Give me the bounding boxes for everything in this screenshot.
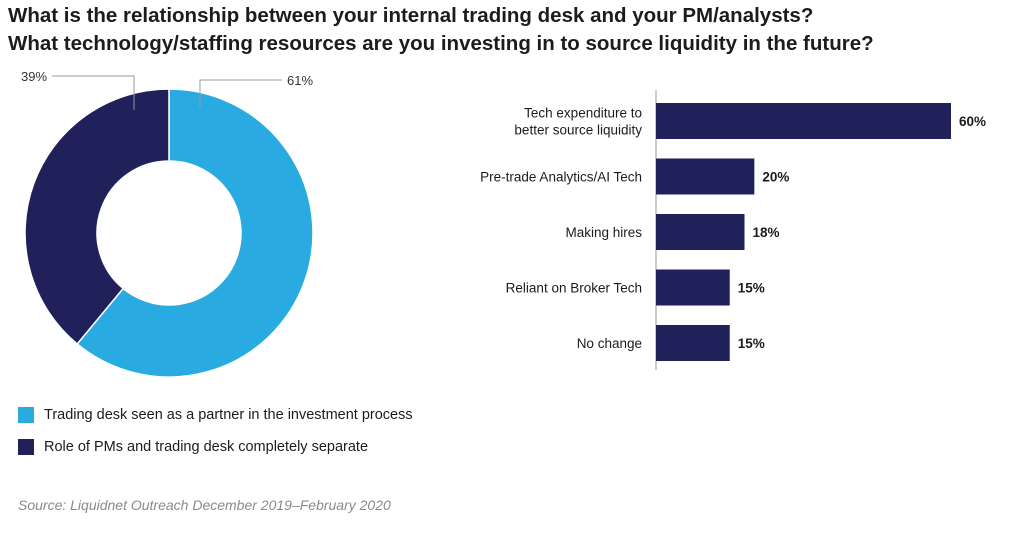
chart-title: What is the relationship between your in… bbox=[8, 2, 1008, 58]
legend-label-separate: Role of PMs and trading desk completely … bbox=[44, 439, 369, 455]
legend-swatch-partner bbox=[18, 407, 34, 423]
bar-category-label-3: Reliant on Broker Tech bbox=[506, 281, 642, 296]
bar-1 bbox=[656, 158, 755, 195]
legend-item-partner: Trading desk seen as a partner in the in… bbox=[18, 405, 413, 425]
bar-value-label-0: 60% bbox=[959, 114, 986, 129]
leader-line-39 bbox=[52, 75, 135, 110]
bar-category-label-4: No change bbox=[577, 336, 642, 351]
bar-value-label-3: 15% bbox=[738, 281, 765, 296]
leader-line-61 bbox=[199, 79, 282, 108]
bar-4 bbox=[656, 325, 730, 361]
bar-value-label-4: 15% bbox=[738, 336, 765, 351]
bar-3 bbox=[656, 269, 730, 306]
bar-value-label-2: 18% bbox=[753, 225, 780, 240]
donut-label-61: 61% bbox=[287, 73, 313, 88]
legend-swatch-separate bbox=[18, 439, 34, 455]
donut-slice-1 bbox=[24, 88, 170, 346]
bar-category-label-0: Tech expenditure to better source liquidi… bbox=[514, 106, 642, 138]
legend-label-partner: Trading desk seen as a partner in the in… bbox=[44, 407, 413, 423]
bar-value-label-1: 20% bbox=[762, 170, 789, 185]
donut-chart: 61% 39% bbox=[21, 69, 314, 378]
source-note: Source: Liquidnet Outreach December 2019… bbox=[18, 497, 391, 513]
bar-2 bbox=[656, 214, 745, 250]
legend: Trading desk seen as a partner in the in… bbox=[18, 405, 413, 469]
bar-chart: 60% Tech expenditure to better source liqu… bbox=[480, 90, 986, 370]
title-line-2: What technology/staffing resources are y… bbox=[8, 32, 874, 55]
title-line-1: What is the relationship between your in… bbox=[8, 4, 814, 27]
bar-0 bbox=[656, 103, 951, 139]
legend-item-separate: Role of PMs and trading desk completely … bbox=[18, 437, 413, 457]
donut-slice-0 bbox=[76, 88, 314, 378]
donut-label-39: 39% bbox=[21, 69, 47, 84]
bar-category-label-2: Making hires bbox=[565, 225, 642, 240]
bar-category-label-1: Pre-trade Analytics/AI Tech bbox=[480, 170, 642, 185]
